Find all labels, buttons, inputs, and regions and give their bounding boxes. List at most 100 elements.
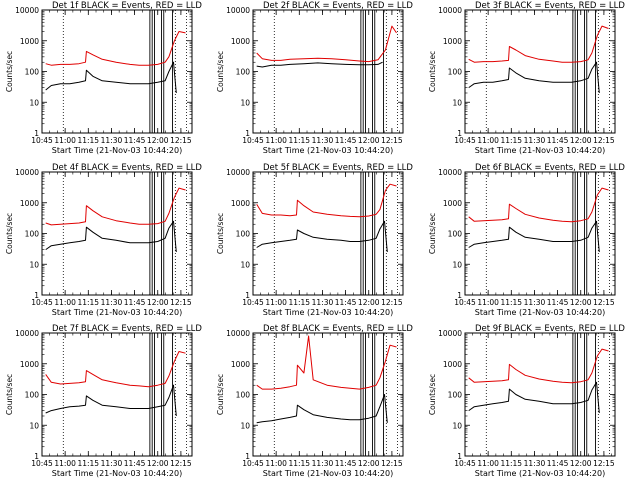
y-tick-label: 10 [240,421,250,430]
panel-title-detector: Det 1f [52,1,79,11]
lld-series-line [45,31,186,66]
x-axis-label: Start Time (21-Nov-03 10:44:20) [52,308,182,317]
x-tick-label: 12:15 [170,136,192,145]
y-tick-label: 1 [457,291,462,300]
y-tick-label: 10 [452,421,462,430]
y-tick-label: 10000 [438,168,462,177]
panel-4: Det 4f BLACK = Events, RED = LLD 1 10 100 10… [5,163,202,317]
x-tick-label: 11:45 [124,459,146,468]
events-series-line [468,61,600,94]
plot-frame [252,9,404,134]
x-tick-label: 11:00 [265,136,287,145]
y-tick-label: 10000 [226,6,250,15]
x-tick-label: 12:15 [381,298,403,307]
y-tick-label: 1000 [443,360,462,369]
x-tick-label: 11:15 [500,298,522,307]
x-tick-label: 11:45 [547,459,569,468]
y-axis-label: Counts/sec [428,213,437,254]
y-tick-label: 1000 [443,37,462,46]
x-tick-label: 10:45 [454,136,476,145]
lld-series-line [256,183,397,218]
panel-title-detector: Det 2f [263,1,290,11]
x-tick-label: 11:45 [335,459,357,468]
panel-title-detector: Det 7f [52,324,79,334]
events-series-line [45,61,177,94]
panel-title-legend: BLACK = Events, RED = LLD [78,324,202,334]
x-tick-label: 11:00 [54,136,76,145]
y-axis-label: Counts/sec [428,51,437,92]
plot-frame [41,171,193,296]
y-tick-label: 10 [29,260,39,269]
lld-series-line [468,348,609,384]
y-tick-label: 100 [236,391,251,400]
events-series-line [468,381,600,414]
panel-6: Det 6f BLACK = Events, RED = LLD 1 10 100 10… [428,163,625,317]
y-tick-label: 1 [457,129,462,138]
y-axis-label: Counts/sec [216,374,225,415]
x-tick-label: 11:30 [312,136,334,145]
x-tick-label: 11:45 [335,298,357,307]
events-series-line [468,220,600,253]
y-tick-label: 10 [452,260,462,269]
y-tick-label: 100 [25,230,40,239]
plot-frame [464,171,616,296]
plot-frame [252,171,404,296]
events-series-line [45,384,177,417]
y-tick-label: 10 [240,260,250,269]
panel-title: Det 2f BLACK = Events, RED = LLD [263,1,413,11]
y-axis-label: Counts/sec [5,51,14,92]
lld-series-line [468,25,609,63]
y-tick-label: 10000 [438,6,462,15]
panel-title: Det 8f BLACK = Events, RED = LLD [263,324,413,334]
events-series-line [256,220,388,253]
x-tick-label: 10:45 [454,459,476,468]
y-tick-label: 1000 [231,360,250,369]
y-tick-label: 100 [236,230,251,239]
x-tick-label: 12:15 [593,459,615,468]
x-tick-label: 11:30 [312,298,334,307]
events-series-line [45,220,177,253]
plot-frame [41,9,193,134]
panel-title: Det 9f BLACK = Events, RED = LLD [475,324,625,334]
panel-title-legend: BLACK = Events, RED = LLD [501,324,625,334]
x-axis-label: Start Time (21-Nov-03 10:44:20) [263,308,393,317]
x-tick-label: 10:45 [242,459,264,468]
x-tick-label: 11:15 [288,459,310,468]
x-tick-label: 12:00 [570,298,592,307]
x-tick-label: 11:45 [124,136,146,145]
panel-1: Det 1f BLACK = Events, RED = LLD 1 10 100 10… [5,1,202,155]
y-tick-label: 100 [448,230,463,239]
panel-title-detector: Det 6f [475,163,502,173]
plot-frame [464,332,616,457]
y-axis-label: Counts/sec [5,213,14,254]
x-tick-label: 11:30 [524,136,546,145]
x-tick-label: 12:00 [147,459,169,468]
y-tick-label: 100 [236,68,251,77]
x-tick-label: 12:15 [593,298,615,307]
y-tick-label: 1 [34,291,39,300]
y-tick-label: 1000 [20,360,39,369]
x-tick-label: 12:15 [381,459,403,468]
x-tick-label: 12:15 [170,459,192,468]
y-tick-label: 100 [25,68,40,77]
x-axis-label: Start Time (21-Nov-03 10:44:20) [475,308,605,317]
panel-title-legend: BLACK = Events, RED = LLD [501,1,625,11]
events-series-line [256,394,388,424]
y-axis-label: Counts/sec [5,374,14,415]
x-tick-label: 10:45 [31,298,53,307]
y-tick-label: 10 [452,98,462,107]
x-tick-label: 11:30 [101,136,123,145]
panel-title-legend: BLACK = Events, RED = LLD [78,1,202,11]
x-tick-label: 11:45 [335,136,357,145]
x-tick-label: 11:15 [288,136,310,145]
y-tick-label: 1000 [20,37,39,46]
x-tick-label: 11:00 [477,136,499,145]
x-axis-label: Start Time (21-Nov-03 10:44:20) [52,146,182,155]
x-tick-label: 12:15 [593,136,615,145]
panel-title-legend: BLACK = Events, RED = LLD [501,163,625,173]
panel-8: Det 8f BLACK = Events, RED = LLD 1 10 100 10… [216,324,413,478]
y-tick-label: 100 [448,391,463,400]
y-tick-label: 1 [245,291,250,300]
y-tick-label: 1000 [20,199,39,208]
